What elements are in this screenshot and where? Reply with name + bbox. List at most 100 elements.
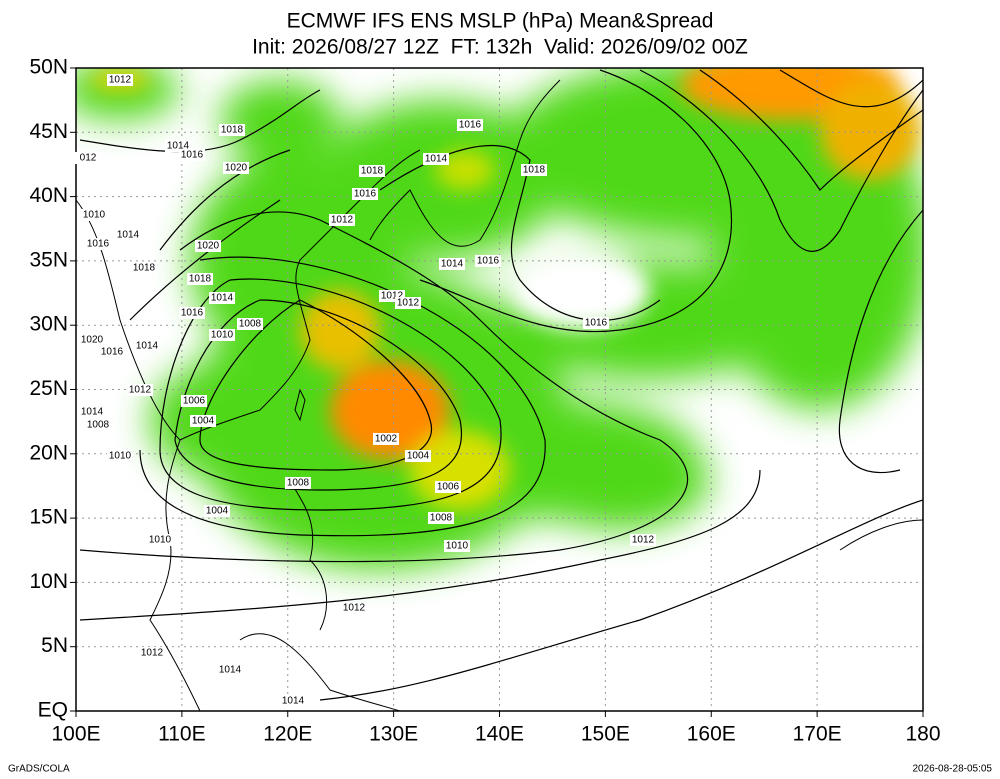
contour-label: 1014: [425, 154, 448, 165]
contour-label: 1018: [221, 125, 244, 136]
contour-label-box: [209, 292, 235, 304]
contour-label-box: [280, 695, 306, 707]
contour-label-box: [457, 119, 483, 131]
contour-label: 1014: [282, 696, 305, 707]
contour-label: 1016: [101, 347, 124, 358]
contour-label-box: [439, 258, 465, 270]
x-tick-label: 100E: [51, 723, 100, 746]
y-tick-label: 10N: [29, 570, 68, 593]
contour-label-box: [223, 162, 249, 174]
y-tick-label: 5N: [41, 634, 68, 657]
contour-label-box: [79, 334, 105, 346]
contour-label-box: [190, 415, 216, 427]
contour-label: 1012: [343, 603, 366, 614]
y-tick-label: 35N: [29, 248, 68, 271]
x-tick-label: 160E: [687, 723, 736, 746]
contour-label: 1010: [211, 330, 234, 341]
contour-label: 1020: [225, 163, 248, 174]
contour-label-box: [107, 74, 133, 86]
title: ECMWF IFS ENS MSLP (hPa) Mean&Spread: [287, 10, 714, 33]
contour-label: 1020: [81, 335, 104, 346]
x-tick-label: 120E: [263, 723, 312, 746]
contour-label-box: [209, 329, 235, 341]
contour-label-box: [85, 238, 111, 250]
y-tick-label: 50N: [29, 56, 68, 79]
contour-label-box: [219, 124, 245, 136]
y-tick-label: 25N: [29, 377, 68, 400]
contour-label-box: [127, 384, 153, 396]
contour-label: 012: [80, 153, 97, 164]
contour-label: 1008: [239, 319, 262, 330]
contour-label-box: [341, 602, 367, 614]
contour-label: 1010: [109, 451, 132, 462]
contour-label-box: [139, 647, 165, 659]
y-tick-label: 15N: [29, 506, 68, 529]
contour-label-box: [187, 273, 213, 285]
contour-label-box: [405, 450, 431, 462]
contour-label-box: [521, 164, 547, 176]
contour-label: 1012: [632, 535, 655, 546]
y-tick-label: EQ: [38, 699, 68, 722]
contour-label: 1018: [133, 263, 156, 274]
contour-label-box: [373, 433, 399, 445]
contour-label-box: [134, 340, 160, 352]
contour-label: 1016: [354, 189, 377, 200]
contour-label: 1004: [192, 416, 215, 427]
x-tick-label: 140E: [475, 723, 524, 746]
x-tick-label: 180: [905, 723, 940, 746]
contour-label: 1016: [87, 239, 110, 250]
contour-label: 1016: [585, 318, 608, 329]
contour-label: 1012: [381, 291, 404, 302]
contour-label-box: [204, 505, 230, 517]
y-tick-label: 45N: [29, 120, 68, 143]
contour-label-box: [75, 152, 101, 164]
contour-label: 1014: [136, 341, 159, 352]
contour-label-box: [237, 318, 263, 330]
contour-label-box: [352, 188, 378, 200]
contour-label: 1016: [459, 120, 482, 131]
contour-label: 1012: [141, 648, 164, 659]
contour-label-box: [217, 664, 243, 676]
contour-label-box: [423, 153, 449, 165]
contour-label: 1014: [81, 407, 104, 418]
y-tick-label: 20N: [29, 441, 68, 464]
contour-label-box: [179, 149, 205, 161]
contour-label: 1018: [523, 165, 546, 176]
contour-label-box: [630, 534, 656, 546]
contour-label: 1014: [117, 230, 140, 241]
contour-label-box: [81, 209, 107, 221]
contour-label: 1012: [397, 298, 420, 309]
contour-label: 1016: [181, 150, 204, 161]
contour-label-box: [359, 165, 385, 177]
contour-label: 1014: [211, 293, 234, 304]
footer-right: 2026-08-28-05:05: [912, 764, 992, 775]
contour-label: 1004: [206, 506, 229, 517]
contour-label-box: [583, 317, 609, 329]
contour-label-box: [444, 540, 470, 552]
contour-label: 1018: [189, 274, 212, 285]
contour-label: 1014: [441, 259, 464, 270]
contour-label: 1014: [219, 665, 242, 676]
contour-label-box: [147, 534, 173, 546]
contour-label-box: [475, 255, 501, 267]
x-tick-label: 170E: [793, 723, 842, 746]
contour-label: 1014: [167, 141, 190, 152]
contour-label: 1018: [361, 166, 384, 177]
contour-label-box: [395, 297, 421, 309]
y-tick-label: 30N: [29, 313, 68, 336]
x-tick-label: 130E: [369, 723, 418, 746]
contour-label-box: [85, 419, 111, 431]
isobars: [79, 69, 923, 701]
contour-label-box: [107, 450, 133, 462]
contour-label: 1012: [331, 215, 354, 226]
contour-label: 1012: [129, 385, 152, 396]
contour-label: 1006: [183, 396, 206, 407]
contour-label-box: [131, 262, 157, 274]
contour-label: 1012: [109, 75, 132, 86]
contour-label: 1016: [477, 256, 500, 267]
contour-label: 1008: [430, 513, 453, 524]
contour-label-box: [99, 346, 125, 358]
contour-label-box: [181, 395, 207, 407]
contour-label: 1016: [181, 308, 204, 319]
